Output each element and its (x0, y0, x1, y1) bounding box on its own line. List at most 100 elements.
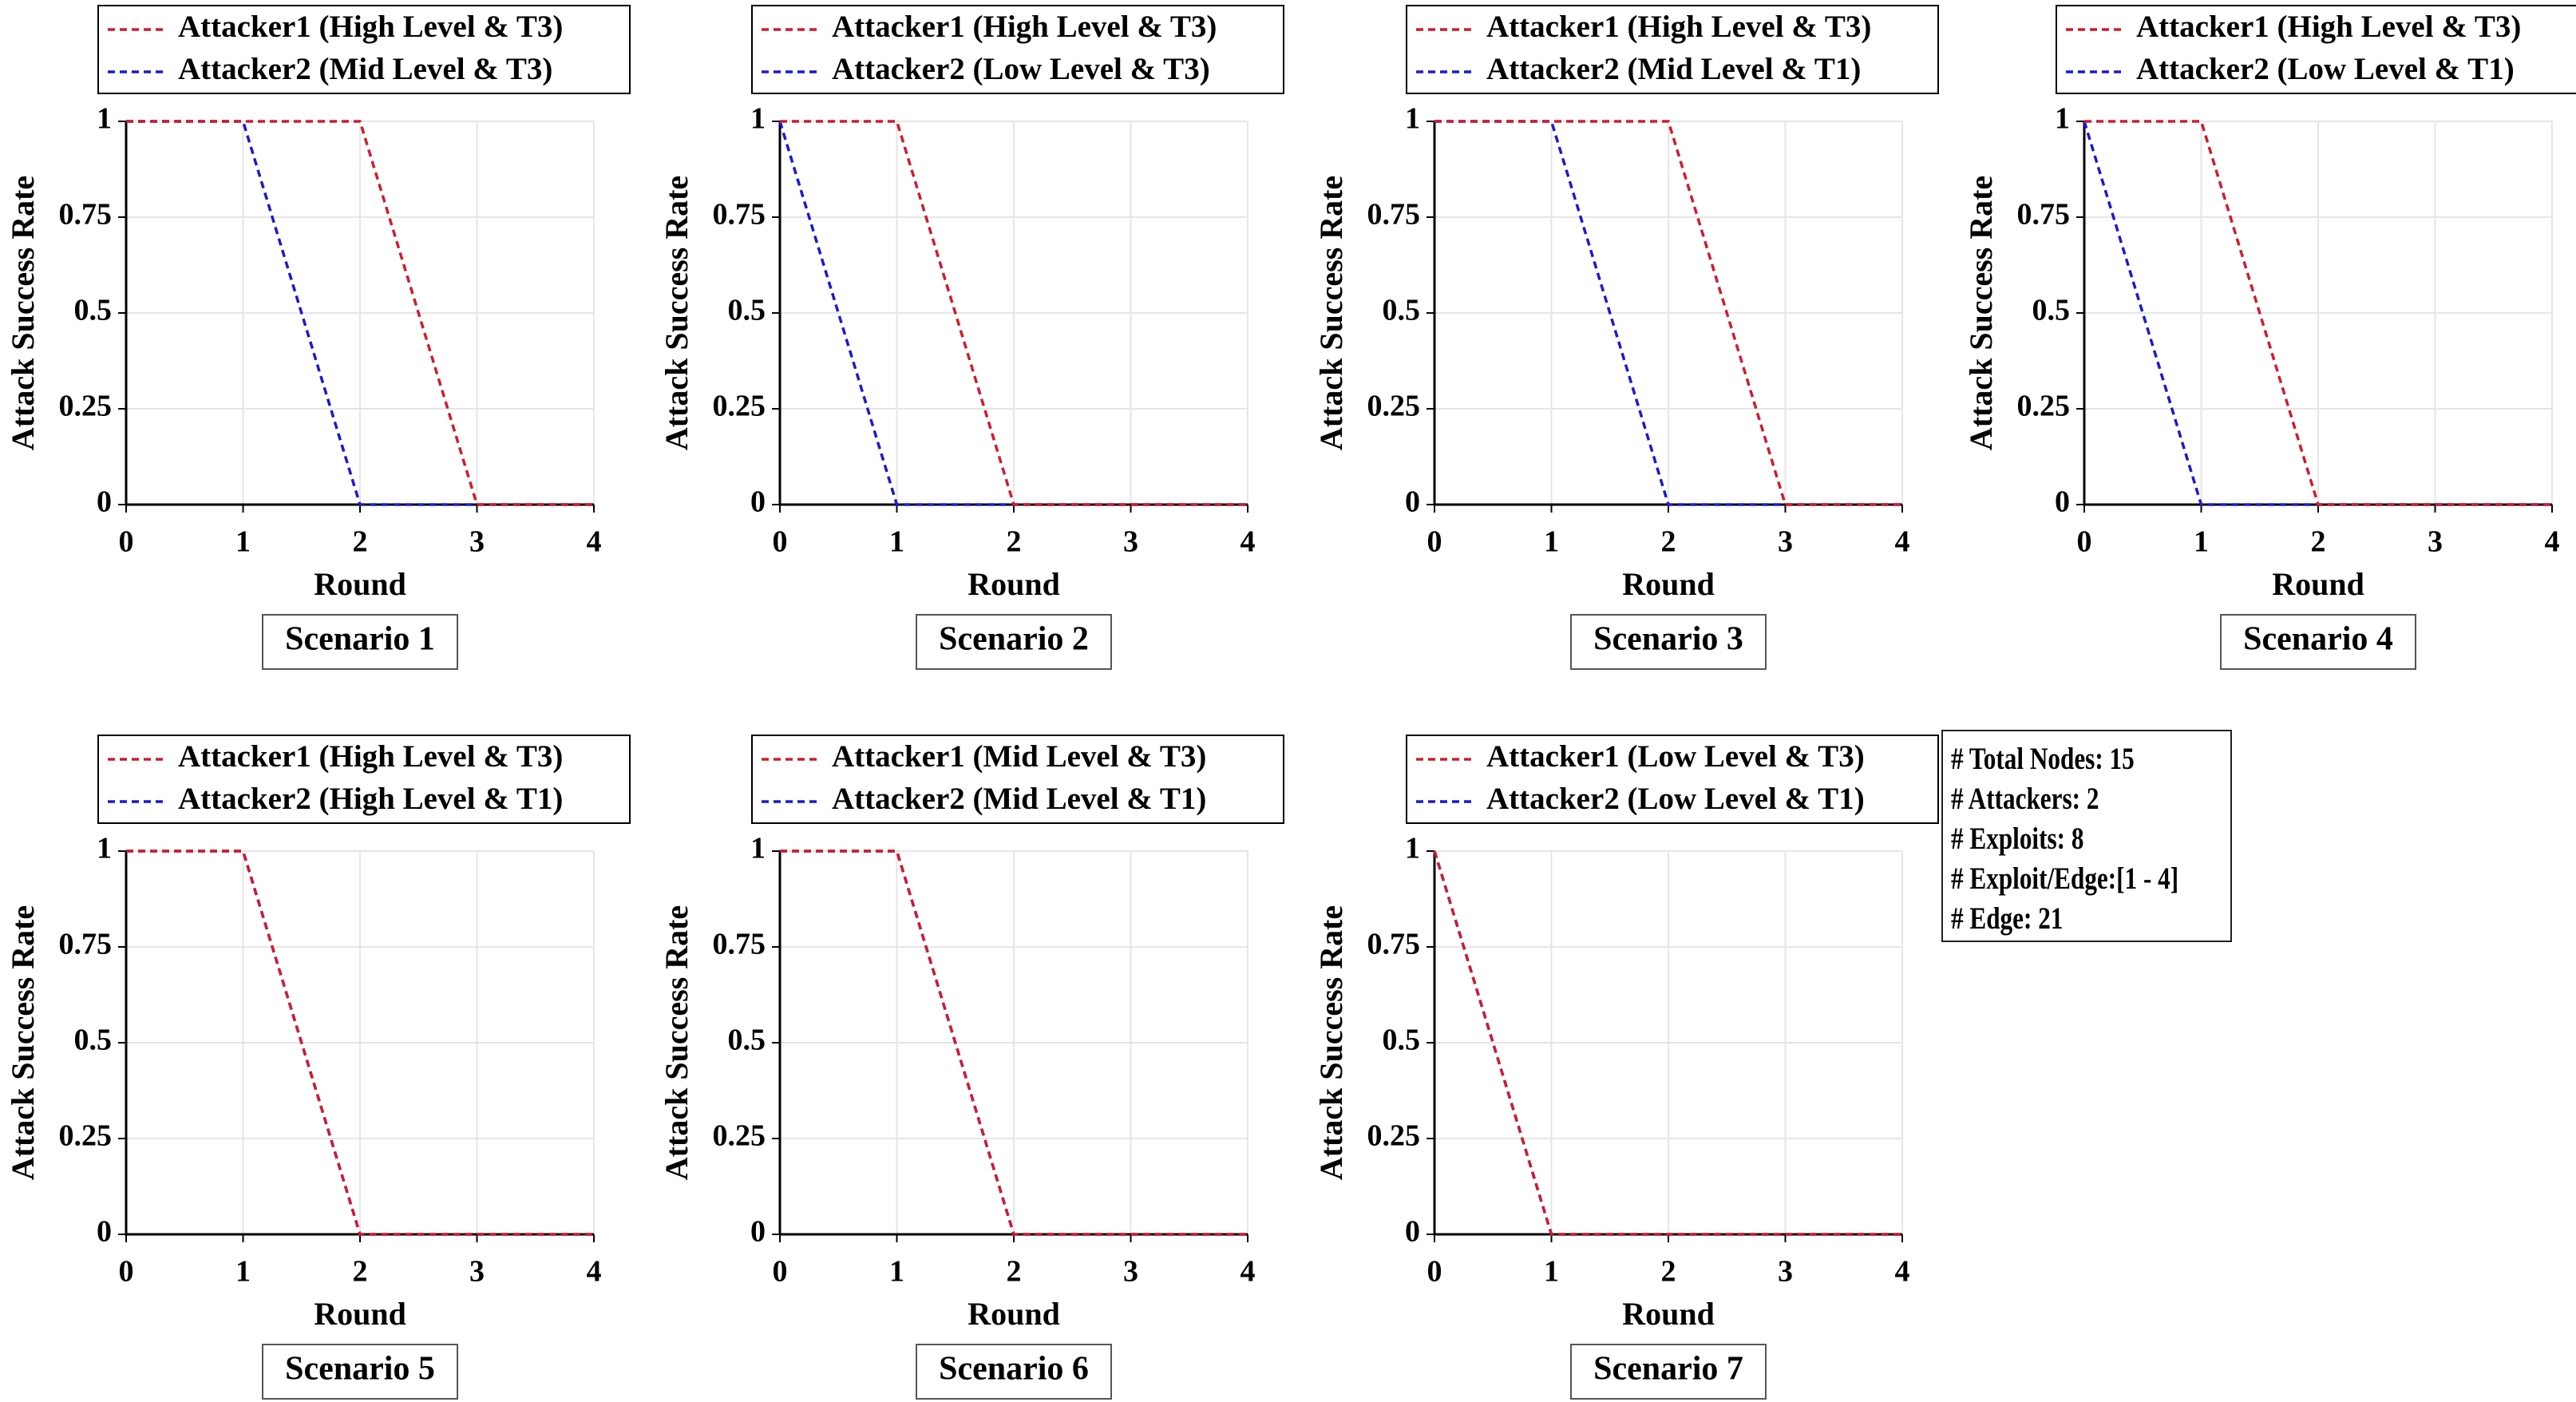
x-tick-label: 2 (2311, 525, 2326, 559)
chart-panel-7: 0 1 2 3 4 0 0.25 0.5 0.75 1 Round Attack Success Ra… (1313, 735, 1939, 1400)
x-tick-label: 4 (1895, 525, 1910, 559)
legend-box (1406, 735, 1939, 824)
info-attackers: # Attackers: 2 (1951, 782, 2099, 816)
scenario-title-box (916, 1344, 1112, 1400)
legend-box (751, 5, 1284, 94)
info-total-nodes: # Total Nodes: 15 (1951, 742, 2135, 776)
x-tick-label: 1 (2194, 525, 2209, 559)
series-line-attacker1 (126, 850, 594, 1236)
y-tick-label: 1 (97, 832, 112, 865)
y-tick-label: 0.5 (74, 294, 113, 327)
legend-label-attacker2: Attacker2 (Low Level & T3) (832, 52, 1210, 86)
scenario-title-box (916, 614, 1112, 670)
legend-label-attacker1: Attacker1 (Low Level & T3) (1486, 739, 1865, 774)
series-line-attacker1 (2084, 120, 2552, 506)
x-tick-label: 0 (773, 525, 788, 559)
y-tick-label: 0 (750, 1215, 766, 1249)
y-axis-title: Attack Success Rate (5, 905, 41, 1180)
chart-panel-3: 0 1 2 3 4 0 0.25 0.5 0.75 1 Round Attack Success Ra… (1313, 5, 1939, 670)
x-axis-title: Round (1622, 566, 1715, 602)
legend-label-attacker1: Attacker1 (High Level & T3) (2136, 10, 2521, 44)
y-tick-label: 0.75 (59, 928, 113, 961)
legend-label-attacker1: Attacker1 (High Level & T3) (178, 739, 563, 774)
x-tick-label: 0 (119, 525, 134, 559)
legend-label-attacker1: Attacker1 (High Level & T3) (178, 10, 563, 44)
y-axis-title: Attack Success Rate (659, 176, 694, 450)
y-axis-title: Attack Success Rate (659, 905, 694, 1180)
y-tick-label: 1 (2055, 102, 2070, 136)
info-exploits: # Exploits: 8 (1951, 822, 2084, 856)
scenario-title: Scenario 5 (285, 1351, 435, 1388)
legend-label-attacker2: Attacker2 (Low Level & T1) (2136, 52, 2515, 86)
x-axis-title: Round (967, 1296, 1060, 1332)
x-tick-label: 2 (1007, 525, 1022, 559)
x-tick-label: 1 (889, 1255, 904, 1289)
x-tick-label: 4 (587, 1255, 602, 1289)
x-tick-label: 1 (889, 525, 904, 559)
x-tick-label: 1 (235, 525, 251, 559)
x-tick-label: 4 (587, 525, 602, 559)
info-edges: # Edge: 21 (1951, 901, 2064, 936)
y-tick-label: 0.75 (1367, 928, 1421, 961)
info-exploit-per-edge: # Exploit/Edge:[1 - 4] (1951, 861, 2179, 896)
y-tick-label: 0.25 (713, 1119, 766, 1153)
legend-label-attacker2: Attacker2 (High Level & T1) (178, 782, 563, 816)
legend-box (1406, 5, 1939, 94)
x-axis-title: Round (314, 566, 406, 602)
scenario-title: Scenario 2 (939, 621, 1089, 658)
y-tick-label: 0.25 (1367, 390, 1421, 423)
y-tick-label: 0 (1405, 485, 1420, 519)
y-tick-label: 1 (1405, 102, 1420, 136)
y-tick-label: 0.5 (2032, 294, 2071, 327)
x-tick-label: 4 (1241, 1255, 1256, 1289)
y-tick-label: 0.5 (728, 1024, 766, 1057)
scenario-title: Scenario 7 (1593, 1351, 1743, 1388)
scenario-title: Scenario 1 (285, 621, 435, 658)
y-axis-title: Attack Success Rate (1313, 176, 1349, 450)
x-tick-label: 0 (119, 1255, 134, 1289)
y-tick-label: 0.5 (74, 1024, 113, 1057)
legend-label-attacker2: Attacker2 (Mid Level & T3) (178, 52, 552, 86)
x-tick-label: 0 (773, 1255, 788, 1289)
scenario-title-box (2220, 614, 2416, 670)
y-tick-label: 0 (2055, 485, 2070, 519)
y-tick-label: 1 (97, 102, 112, 136)
y-axis-title: Attack Success Rate (1963, 176, 1999, 450)
series-line-attacker1 (780, 850, 1248, 1236)
x-axis-title: Round (1622, 1296, 1715, 1332)
scenario-title: Scenario 3 (1593, 621, 1743, 658)
legend-box (97, 5, 631, 94)
chart-panel-1: 0 1 2 3 4 0 0.25 0.5 0.75 1 Round Attack Success Ra… (5, 5, 631, 670)
x-tick-label: 3 (2428, 525, 2443, 559)
y-tick-label: 0 (750, 485, 766, 519)
x-tick-label: 3 (1123, 1255, 1138, 1289)
series-line-attacker1 (1433, 850, 1902, 1236)
scenario-title-box (262, 614, 458, 670)
y-tick-label: 0.75 (713, 198, 766, 232)
legend-label-attacker2: Attacker2 (Mid Level & T1) (1486, 52, 1861, 86)
y-tick-label: 0.25 (713, 390, 766, 423)
y-tick-label: 0 (97, 485, 112, 519)
x-tick-label: 3 (1778, 525, 1793, 559)
x-tick-label: 0 (2077, 525, 2092, 559)
series-line-attacker1 (780, 120, 1248, 506)
x-axis-title: Round (314, 1296, 406, 1332)
x-tick-label: 0 (1427, 1255, 1442, 1289)
y-tick-label: 0.5 (1383, 1024, 1421, 1057)
series-line-attacker1 (1434, 120, 1902, 506)
scenario-title: Scenario 6 (939, 1351, 1089, 1388)
legend-label-attacker2: Attacker2 (Low Level & T1) (1486, 782, 1865, 816)
series-line-attacker1 (126, 120, 594, 506)
x-tick-label: 3 (1123, 525, 1138, 559)
scenario-title-box (1570, 1344, 1767, 1400)
x-tick-label: 2 (1661, 1255, 1676, 1289)
legend-label-attacker1: Attacker1 (High Level & T3) (832, 10, 1217, 44)
x-axis-title: Round (967, 566, 1060, 602)
legend-box (751, 735, 1284, 824)
x-tick-label: 1 (235, 1255, 251, 1289)
y-tick-label: 0.25 (59, 390, 113, 423)
y-tick-label: 1 (750, 832, 766, 865)
y-tick-label: 0.75 (2017, 198, 2071, 232)
x-tick-label: 3 (469, 1255, 485, 1289)
legend-box (2056, 5, 2576, 94)
